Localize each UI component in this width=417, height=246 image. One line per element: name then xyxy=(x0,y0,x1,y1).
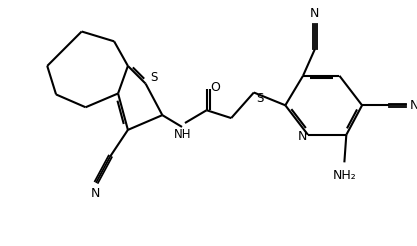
Text: N: N xyxy=(310,7,319,20)
Text: S: S xyxy=(256,92,264,105)
Text: NH: NH xyxy=(174,128,192,141)
Text: S: S xyxy=(150,71,157,84)
Text: N: N xyxy=(409,99,417,112)
Text: N: N xyxy=(91,187,100,200)
Text: O: O xyxy=(211,81,221,94)
Text: N: N xyxy=(297,130,307,143)
Text: NH₂: NH₂ xyxy=(332,169,356,182)
